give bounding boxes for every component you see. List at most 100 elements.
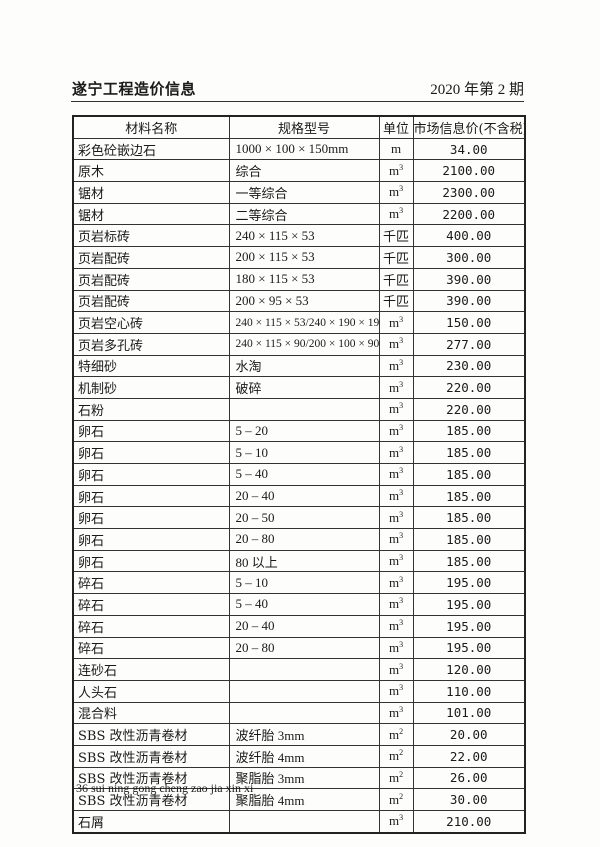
material-unit: m3 <box>378 354 414 378</box>
market-price: 220.00 <box>412 376 526 399</box>
material-unit: m3 <box>378 528 414 551</box>
table-row: 石粉 m3 220.00 <box>72 397 526 421</box>
table-row: 页岩配砖 180 × 115 × 53 千匹 390.00 <box>72 267 526 291</box>
unit-base: m <box>388 704 400 720</box>
material-spec <box>228 679 380 703</box>
market-price: 300.00 <box>412 246 526 269</box>
unit-base: m <box>388 596 400 612</box>
table-row: 卵石 80 以上 m3 185.00 <box>72 549 526 573</box>
header-divider <box>71 101 524 102</box>
material-name: 卵石 <box>72 506 230 530</box>
material-spec: 综合 <box>228 159 380 183</box>
material-name: 页岩标砖 <box>72 224 230 248</box>
table-row: 碎石 5 – 10 m3 195.00 <box>72 571 526 595</box>
material-spec <box>228 701 380 725</box>
material-unit: m3 <box>378 593 414 616</box>
material-unit: m3 <box>378 159 414 183</box>
unit-exponent: 2 <box>399 769 404 779</box>
table-row: SBS 改性沥青卷材 聚脂胎 4mm m2 30.00 <box>72 788 526 811</box>
material-spec: 一等综合 <box>228 181 380 204</box>
unit-exponent: 3 <box>399 314 404 324</box>
market-price: 34.00 <box>412 137 526 161</box>
material-unit: m3 <box>378 202 414 226</box>
market-price: 195.00 <box>412 593 526 616</box>
unit-exponent: 3 <box>399 444 404 454</box>
material-name: SBS 改性沥青卷材 <box>72 788 230 811</box>
unit-base: m <box>388 162 400 178</box>
material-name: 机制砂 <box>72 376 230 399</box>
material-spec: 20 – 40 <box>228 614 380 638</box>
table-row: 锯材 二等综合 m3 2200.00 <box>72 202 526 226</box>
unit-base: m <box>388 639 400 655</box>
unit-exponent: 2 <box>399 791 404 801</box>
market-price: 195.00 <box>412 636 526 660</box>
table-row: 页岩配砖 200 × 95 × 53 千匹 390.00 <box>72 289 526 313</box>
material-spec: 240 × 115 × 53 <box>228 224 380 248</box>
market-price: 2200.00 <box>412 202 526 226</box>
unit-base: 千匹 <box>382 294 409 310</box>
material-name: 石屑 <box>72 809 230 834</box>
material-name: 页岩多孔砖 <box>72 332 230 356</box>
table-row: 卵石 20 – 80 m3 185.00 <box>72 528 526 551</box>
market-price: 195.00 <box>412 614 526 638</box>
table-row: 碎石 5 – 40 m3 195.00 <box>72 593 526 616</box>
unit-exponent: 3 <box>399 531 404 541</box>
unit-base: m <box>388 336 400 352</box>
table-row: SBS 改性沥青卷材 波纤胎 4mm m2 22.00 <box>72 744 526 768</box>
market-price: 30.00 <box>412 788 526 811</box>
market-price: 185.00 <box>412 549 526 573</box>
material-spec: 5 – 40 <box>228 463 380 486</box>
material-unit: m2 <box>378 788 414 811</box>
material-unit: m3 <box>378 484 414 508</box>
material-name: 彩色砼嵌边石 <box>72 137 230 161</box>
unit-exponent: 3 <box>399 704 404 714</box>
market-price: 210.00 <box>412 809 526 834</box>
material-unit: 千匹 <box>378 289 414 313</box>
table-row: 碎石 20 – 80 m3 195.00 <box>72 636 526 660</box>
unit-base: m <box>388 661 400 677</box>
unit-base: m <box>388 574 400 590</box>
material-name: 卵石 <box>72 528 230 551</box>
table-row: 原木 综合 m3 2100.00 <box>72 159 526 183</box>
table-row: 页岩空心砖 240 × 115 × 53/240 × 190 × 190 m3 150… <box>72 311 526 334</box>
material-unit: m3 <box>378 441 414 464</box>
market-price: 390.00 <box>412 289 526 313</box>
material-spec: 20 – 80 <box>228 636 380 660</box>
unit-exponent: 2 <box>399 726 404 736</box>
unit-exponent: 3 <box>399 206 404 216</box>
market-price: 185.00 <box>412 484 526 508</box>
unit-base: m <box>388 509 400 525</box>
market-price: 185.00 <box>412 528 526 551</box>
table-row: 卵石 5 – 10 m3 185.00 <box>72 441 526 464</box>
material-spec: 5 – 10 <box>228 571 380 595</box>
unit-exponent: 2 <box>399 748 404 758</box>
unit-exponent: 3 <box>399 379 404 389</box>
material-unit: m3 <box>378 311 414 334</box>
unit-base: 千匹 <box>382 272 409 288</box>
table-row: 彩色砼嵌边石 1000 × 100 × 150mm m 34.00 <box>72 137 526 161</box>
unit-base: m <box>388 813 400 829</box>
unit-base: m <box>388 553 400 569</box>
material-spec: 5 – 40 <box>228 593 380 616</box>
material-unit: m3 <box>378 397 414 421</box>
material-unit: m3 <box>378 181 414 204</box>
material-name: 人头石 <box>72 679 230 703</box>
market-price: 185.00 <box>412 506 526 530</box>
unit-exponent: 3 <box>399 509 404 519</box>
material-name: 锯材 <box>72 181 230 204</box>
unit-base: m <box>388 683 400 699</box>
unit-base: m <box>388 791 400 807</box>
unit-base: m <box>388 748 400 764</box>
material-unit: m3 <box>378 419 414 443</box>
table-row: 卵石 5 – 40 m3 185.00 <box>72 463 526 486</box>
unit-exponent: 3 <box>399 401 404 411</box>
market-price: 101.00 <box>412 701 526 725</box>
material-spec <box>228 658 380 681</box>
material-name: 页岩空心砖 <box>72 311 230 334</box>
market-price: 390.00 <box>412 267 526 291</box>
table-row: 机制砂 破碎 m3 220.00 <box>72 376 526 399</box>
material-spec: 20 – 50 <box>228 506 380 530</box>
material-unit: m3 <box>378 332 414 356</box>
material-name: 原木 <box>72 159 230 183</box>
unit-base: 千匹 <box>382 229 409 245</box>
